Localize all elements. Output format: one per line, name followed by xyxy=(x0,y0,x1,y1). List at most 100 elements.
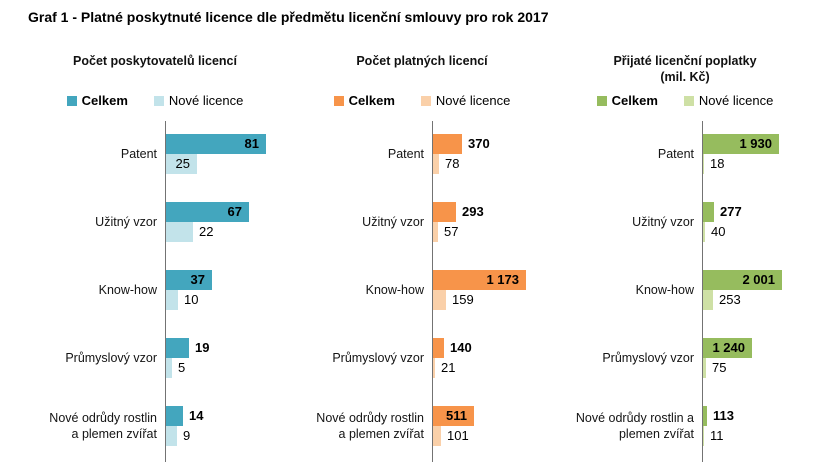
category-label: Průmyslový vzor xyxy=(602,351,694,365)
bar-group: Užitný vzor 293 57 xyxy=(297,202,547,242)
bar-nove-licence xyxy=(433,290,446,310)
bar-group: Nové odrůdy rostlin a plemen zvířat 113 11 xyxy=(560,406,810,446)
category-label: Nové odrůdy rostlin a plemen zvířat xyxy=(49,411,157,441)
bar-group: Průmyslový vzor 140 21 xyxy=(297,338,547,378)
value-label: 1 173 xyxy=(486,272,519,287)
bar-group: Know-how 2 001 253 xyxy=(560,270,810,310)
bar-nove-licence xyxy=(433,154,439,174)
bar-celkem: 1 930 xyxy=(703,134,779,154)
legend-label-nove-licence: Nové licence xyxy=(435,93,511,108)
legend-label-celkem: Celkem xyxy=(611,93,658,108)
value-label: 511 xyxy=(446,408,467,423)
bar-nove-licence xyxy=(433,222,438,242)
category-label: Know-how xyxy=(635,283,694,297)
value-label: 11 xyxy=(710,428,724,443)
legend-entry-celkem: Celkem xyxy=(596,93,658,108)
category-label: Užitný vzor xyxy=(632,215,694,229)
value-label: 57 xyxy=(444,224,459,239)
bar-nove-licence xyxy=(166,358,172,378)
legend-swatch-celkem-icon xyxy=(596,95,607,106)
category-axis-line xyxy=(702,121,703,462)
bar-celkem xyxy=(166,338,189,358)
panel-license-fees: Přijaté licenční poplatky (mil. Kč) Celk… xyxy=(560,53,810,462)
bar-celkem: 37 xyxy=(166,270,212,290)
category-label: Průmyslový vzor xyxy=(65,351,157,365)
bar-nove-licence xyxy=(703,358,706,378)
value-label: 22 xyxy=(199,224,214,239)
bar-celkem xyxy=(703,202,714,222)
bar-group: Užitný vzor 67 22 xyxy=(30,202,280,242)
bar-celkem xyxy=(433,202,456,222)
category-label: Nové odrůdy rostlin a plemen zvířat xyxy=(316,411,424,441)
bar-chart-valid-licenses: Patent 370 78 Užitný vzor 293 57 Know-how 1 173… xyxy=(297,121,547,462)
bar-chart-licensors: Patent 81 25 Užitný vzor 67 22 Know-how 37 10 Prů… xyxy=(30,121,280,462)
value-label: 2 001 xyxy=(742,272,775,287)
value-label: 81 xyxy=(244,136,259,151)
category-label: Užitný vzor xyxy=(362,215,424,229)
bar-group: Nové odrůdy rostlin a plemen zvířat 511 10… xyxy=(297,406,547,446)
category-label: Know-how xyxy=(365,283,424,297)
value-label: 25 xyxy=(175,156,190,171)
category-label: Užitný vzor xyxy=(95,215,157,229)
legend-swatch-nove-licence-icon xyxy=(153,95,164,106)
bar-celkem xyxy=(433,338,444,358)
legend-entry-celkem: Celkem xyxy=(66,93,128,108)
value-label: 1 930 xyxy=(739,136,772,151)
bar-celkem: 1 240 xyxy=(703,338,752,358)
bar-celkem: 2 001 xyxy=(703,270,782,290)
bar-nove-licence xyxy=(703,222,705,242)
bar-nove-licence xyxy=(166,222,193,242)
value-label: 293 xyxy=(462,204,484,219)
page-title: Graf 1 - Platné poskytnuté licence dle p… xyxy=(28,9,549,25)
bar-chart-license-fees: Patent 1 930 18 Užitný vzor 277 40 Know-how 2 0… xyxy=(560,121,810,462)
value-label: 5 xyxy=(178,360,186,375)
bar-nove-licence xyxy=(433,426,441,446)
bar-celkem: 1 173 xyxy=(433,270,526,290)
bar-celkem xyxy=(703,406,707,426)
bar-celkem: 67 xyxy=(166,202,249,222)
value-label: 9 xyxy=(183,428,191,443)
bar-nove-licence xyxy=(166,426,177,446)
bar-group: Nové odrůdy rostlin a plemen zvířat 14 9 xyxy=(30,406,280,446)
bar-group: Know-how 37 10 xyxy=(30,270,280,310)
value-label: 19 xyxy=(195,340,210,355)
panel-title-block: Počet platných licencí xyxy=(297,53,547,93)
value-label: 14 xyxy=(189,408,204,423)
value-label: 1 240 xyxy=(712,340,745,355)
legend-swatch-nove-licence-icon xyxy=(683,95,694,106)
legend-entry-nove-licence: Nové licence xyxy=(420,93,511,108)
category-label: Nové odrůdy rostlin a plemen zvířat xyxy=(575,411,694,441)
value-label: 113 xyxy=(713,408,734,423)
bar-group: Patent 81 25 xyxy=(30,134,280,174)
legend-entry-celkem: Celkem xyxy=(333,93,395,108)
bar-group: Patent 1 930 18 xyxy=(560,134,810,174)
value-label: 253 xyxy=(719,292,741,307)
legend: Celkem Nové licence xyxy=(297,93,547,121)
legend: Celkem Nové licence xyxy=(560,93,810,121)
category-axis-line xyxy=(165,121,166,462)
value-label: 370 xyxy=(468,136,490,151)
category-label: Patent xyxy=(387,147,424,161)
category-axis-line xyxy=(432,121,433,462)
bar-nove-licence xyxy=(166,290,178,310)
value-label: 78 xyxy=(445,156,460,171)
bar-celkem xyxy=(433,134,462,154)
panel-subtitle: (mil. Kč) xyxy=(660,70,710,84)
value-label: 67 xyxy=(227,204,242,219)
legend-label-celkem: Celkem xyxy=(348,93,395,108)
bar-group: Know-how 1 173 159 xyxy=(297,270,547,310)
value-label: 159 xyxy=(452,292,474,307)
bar-nove-licence xyxy=(703,290,713,310)
value-label: 21 xyxy=(441,360,456,375)
value-label: 75 xyxy=(712,360,727,375)
legend-label-nove-licence: Nové licence xyxy=(698,93,774,108)
bar-group: Užitný vzor 277 40 xyxy=(560,202,810,242)
legend-swatch-celkem-icon xyxy=(66,95,77,106)
legend-label-celkem: Celkem xyxy=(81,93,128,108)
bar-group: Patent 370 78 xyxy=(297,134,547,174)
value-label: 10 xyxy=(184,292,199,307)
bar-group: Průmyslový vzor 19 5 xyxy=(30,338,280,378)
bar-nove-licence xyxy=(703,154,704,174)
panel-title: Počet poskytovatelů licencí xyxy=(73,54,237,68)
